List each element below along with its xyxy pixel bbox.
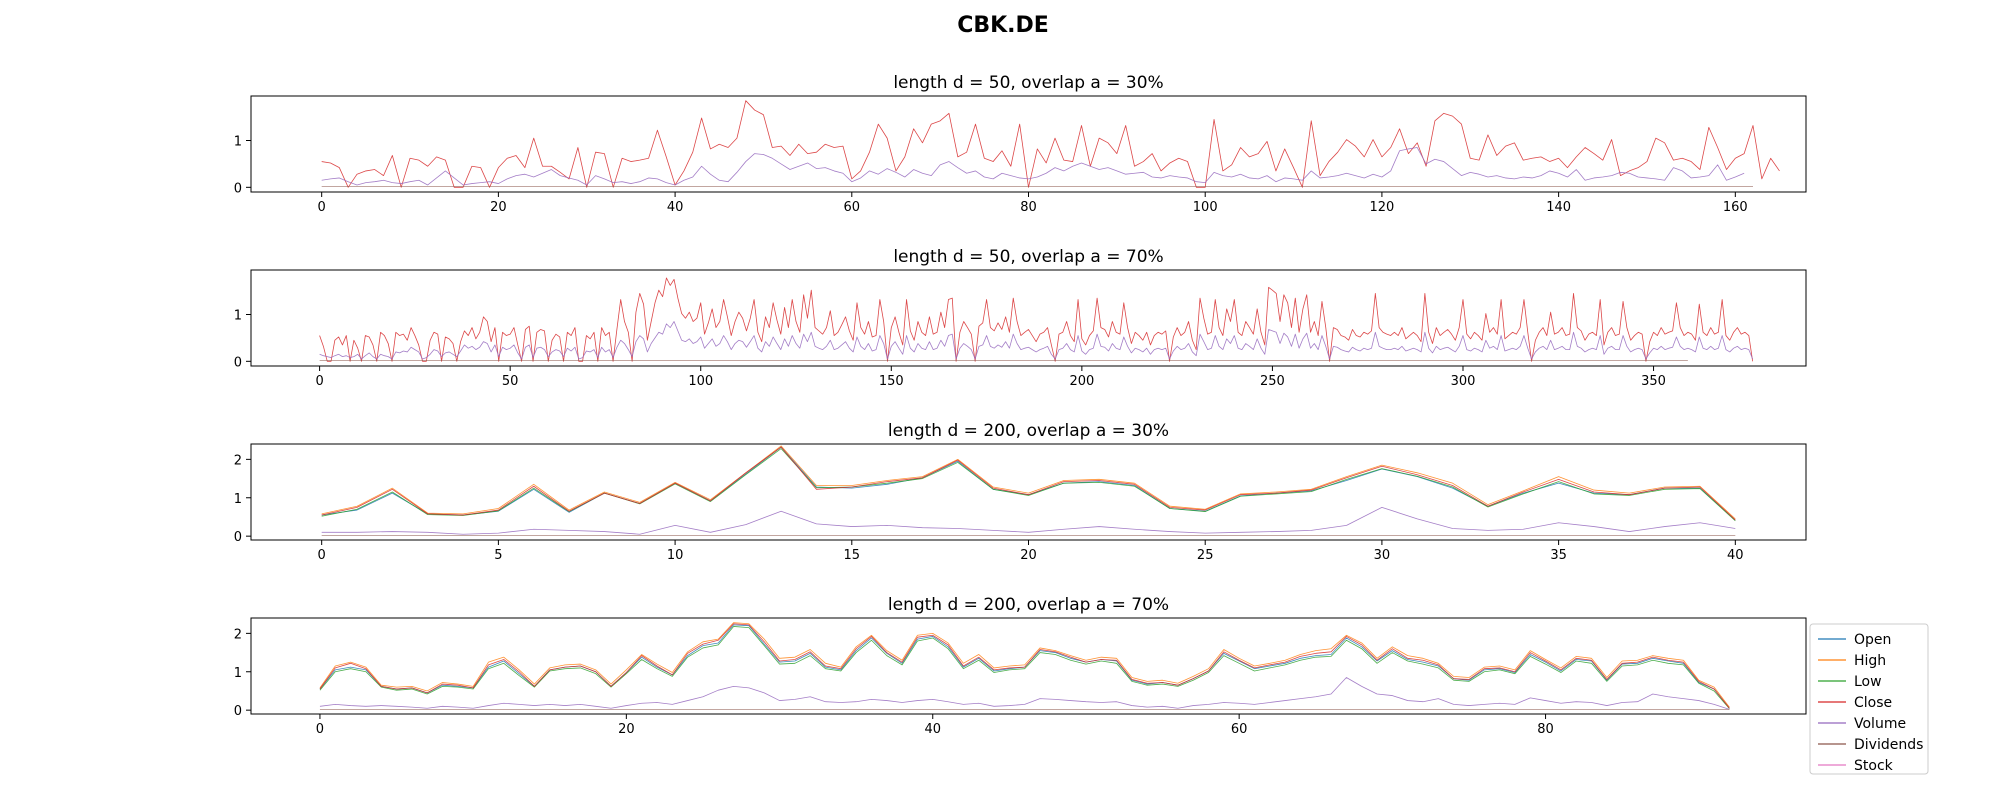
series-line-high [321, 445, 1736, 520]
y-tick-label: 1 [234, 492, 242, 507]
x-tick-label: 200 [1069, 374, 1094, 389]
x-tick-label: 150 [879, 374, 904, 389]
x-tick-label: 30 [1374, 548, 1391, 563]
x-tick-label: 10 [667, 548, 684, 563]
legend-label: High [1854, 653, 1886, 669]
series-group [319, 622, 1730, 710]
legend-entry-high: High [1818, 653, 1886, 669]
subplot-title: length d = 50, overlap a = 70% [893, 247, 1163, 267]
subplot-4: length d = 200, overlap a = 70%0 20 40 60 80… [234, 595, 1807, 737]
series-line-close [321, 446, 1736, 521]
x-tick-label: 20 [490, 200, 507, 215]
legend-label: Dividends [1854, 737, 1923, 753]
legend-entry-close: Close [1818, 695, 1892, 711]
x-tick-label: 20 [618, 722, 635, 737]
axes-frame [250, 269, 1807, 367]
x-tick-label: 120 [1369, 200, 1394, 215]
subplot-title: length d = 50, overlap a = 30% [893, 73, 1163, 93]
figure-title: CBK.DE [957, 13, 1049, 38]
x-tick-label: 0 [316, 722, 324, 737]
legend-entry-stock: Stock [1818, 758, 1894, 774]
x-tick-label: 5 [494, 548, 502, 563]
x-tick-label: 0 [318, 200, 326, 215]
x-tick-label: 100 [688, 374, 713, 389]
y-tick-label: 1 [234, 308, 242, 323]
series-line-close [321, 100, 1780, 188]
x-tick-label: 80 [1537, 722, 1554, 737]
subplot-title: length d = 200, overlap a = 70% [888, 595, 1169, 615]
y-tick-label: 0 [234, 355, 242, 370]
x-tick-label: 35 [1550, 548, 1567, 563]
x-tick-label: 15 [844, 548, 861, 563]
y-tick-label: 1 [234, 134, 242, 149]
legend-entry-dividends: Dividends [1818, 737, 1923, 753]
x-tick-label: 60 [844, 200, 861, 215]
x-tick-label: 0 [315, 374, 323, 389]
x-tick-label: 0 [318, 548, 326, 563]
series-group [321, 100, 1780, 188]
subplot-3: length d = 200, overlap a = 30%0 5 10 15 20 2… [234, 421, 1807, 563]
subplot-title: length d = 200, overlap a = 30% [888, 421, 1169, 441]
legend-label: Low [1854, 674, 1882, 690]
legend-entry-volume: Volume [1818, 716, 1906, 732]
series-line-volume [321, 147, 1745, 186]
x-tick-label: 250 [1260, 374, 1285, 389]
x-tick-label: 40 [667, 200, 684, 215]
x-tick-label: 60 [1231, 722, 1248, 737]
legend-label: Close [1854, 695, 1892, 711]
series-line-close [319, 623, 1730, 709]
x-tick-label: 350 [1641, 374, 1666, 389]
series-group [321, 445, 1736, 536]
series-line-volume [319, 677, 1730, 710]
y-tick-label: 1 [234, 666, 242, 681]
legend-entry-low: Low [1818, 674, 1882, 690]
y-tick-label: 0 [234, 704, 242, 719]
legend-box [1809, 623, 1929, 775]
series-line-volume [319, 321, 1754, 360]
series-line-low [319, 626, 1730, 709]
x-tick-label: 40 [1727, 548, 1744, 563]
x-tick-label: 80 [1020, 200, 1037, 215]
y-tick-label: 0 [234, 181, 242, 196]
legend: Open High Low Close Volume Dividends Stock [1809, 623, 1929, 775]
y-tick-label: 0 [234, 530, 242, 545]
series-line-close [319, 277, 1754, 362]
series-line-volume [321, 506, 1736, 535]
x-tick-label: 140 [1546, 200, 1571, 215]
series-group [319, 277, 1754, 362]
x-tick-label: 20 [1020, 548, 1037, 563]
x-tick-label: 160 [1723, 200, 1748, 215]
axes-frame [250, 617, 1807, 715]
legend-label: Stock [1854, 758, 1894, 774]
subplot-1: length d = 50, overlap a = 30% 0 20 40 60 80 1… [234, 73, 1807, 215]
x-tick-label: 50 [502, 374, 519, 389]
legend-label: Volume [1854, 716, 1906, 732]
legend-entry-open: Open [1818, 632, 1891, 648]
x-tick-label: 40 [924, 722, 941, 737]
subplot-2: length d = 50, overlap a = 70% 0 50 100 150 2… [234, 247, 1807, 389]
legend-label: Open [1854, 632, 1891, 648]
x-tick-label: 25 [1197, 548, 1214, 563]
series-line-low [321, 448, 1736, 522]
y-tick-label: 2 [234, 627, 242, 642]
x-tick-label: 300 [1451, 374, 1476, 389]
y-tick-label: 2 [234, 453, 242, 468]
series-line-high [319, 622, 1730, 708]
x-tick-label: 100 [1193, 200, 1218, 215]
subplots: length d = 50, overlap a = 30%0 20 40 60 80 1… [234, 73, 1807, 737]
